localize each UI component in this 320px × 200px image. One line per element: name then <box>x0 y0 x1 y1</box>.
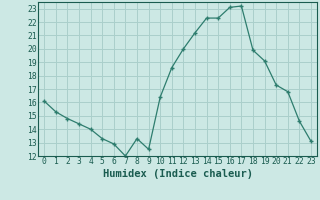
X-axis label: Humidex (Indice chaleur): Humidex (Indice chaleur) <box>103 169 252 179</box>
